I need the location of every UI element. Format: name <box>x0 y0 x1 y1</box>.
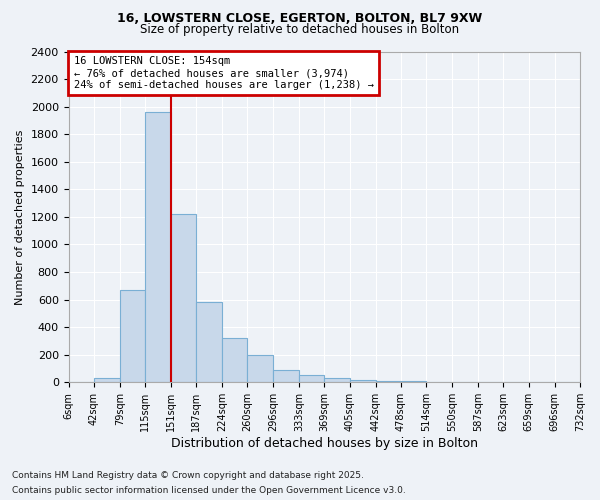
Bar <box>324 378 350 382</box>
X-axis label: Distribution of detached houses by size in Bolton: Distribution of detached houses by size … <box>171 437 478 450</box>
Bar <box>401 381 427 382</box>
Bar <box>170 214 196 382</box>
Text: Size of property relative to detached houses in Bolton: Size of property relative to detached ho… <box>140 22 460 36</box>
Text: 16 LOWSTERN CLOSE: 154sqm
← 76% of detached houses are smaller (3,974)
24% of se: 16 LOWSTERN CLOSE: 154sqm ← 76% of detac… <box>74 56 374 90</box>
Bar <box>299 376 324 382</box>
Bar <box>376 380 401 382</box>
Bar <box>222 338 247 382</box>
Bar <box>273 370 299 382</box>
Text: 16, LOWSTERN CLOSE, EGERTON, BOLTON, BL7 9XW: 16, LOWSTERN CLOSE, EGERTON, BOLTON, BL7… <box>118 12 482 26</box>
Bar <box>94 378 120 382</box>
Text: Contains public sector information licensed under the Open Government Licence v3: Contains public sector information licen… <box>12 486 406 495</box>
Bar <box>196 302 222 382</box>
Bar <box>120 290 145 382</box>
Bar <box>145 112 170 382</box>
Y-axis label: Number of detached properties: Number of detached properties <box>15 129 25 304</box>
Text: Contains HM Land Registry data © Crown copyright and database right 2025.: Contains HM Land Registry data © Crown c… <box>12 471 364 480</box>
Bar <box>350 380 376 382</box>
Bar <box>247 355 273 382</box>
